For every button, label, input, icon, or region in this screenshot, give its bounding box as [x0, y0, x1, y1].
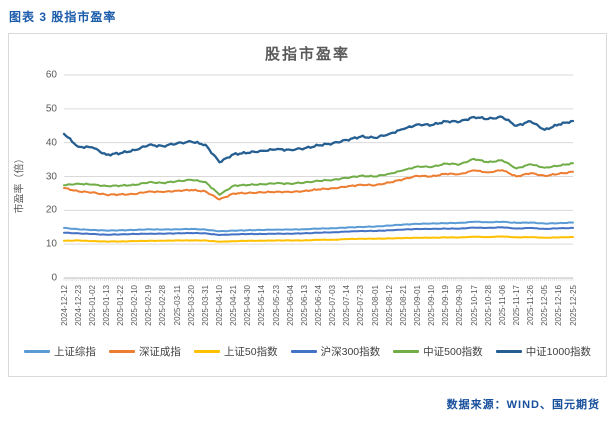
x-tick-label: 2025-01-02 — [87, 285, 97, 326]
x-tick-label: 2025-07-03 — [328, 285, 338, 326]
x-tick-label: 2025-07-23 — [356, 285, 366, 326]
legend-line-swatch — [193, 350, 220, 353]
legend-item-4: 沪深300指数 — [290, 344, 381, 359]
series-line-6 — [62, 115, 575, 164]
x-tick-label: 2025-09-10 — [427, 285, 437, 326]
x-tick-label: 2025-04-30 — [243, 285, 253, 326]
x-tick-label: 2025-11-06 — [497, 285, 507, 326]
series-line-5 — [63, 157, 574, 196]
x-tick-label: 2025-06-24 — [314, 285, 323, 326]
x-tick-label: 2025-12-05 — [540, 285, 550, 326]
data-source-note: 数据来源：WIND、国元期货 — [446, 399, 600, 411]
chart-legend: 上证综指 深证成指 上证50指数 沪深300指数 中证500指数 中证1000指数 — [9, 344, 606, 359]
x-tick-label: 2025-09-19 — [441, 285, 451, 326]
legend-label: 上证综指 — [53, 346, 96, 358]
y-tick-label: 50 — [45, 103, 57, 115]
legend-line-swatch — [290, 350, 317, 353]
y-tick-label: 20 — [45, 204, 57, 216]
legend-line-swatch — [108, 350, 135, 353]
legend-label: 上证50指数 — [223, 346, 278, 358]
x-tick-label: 2025-11-26 — [526, 285, 536, 326]
legend-line-swatch — [23, 350, 50, 353]
x-tick-label: 2025-07-14 — [342, 285, 352, 326]
x-tick-label: 2025-05-23 — [271, 285, 281, 326]
x-axis-minor-ticks — [63, 278, 574, 281]
y-tick-label: 60 — [45, 69, 57, 81]
x-tick-label: 2025-04-21 — [229, 285, 239, 326]
x-tick-label: 2025-08-21 — [398, 285, 408, 326]
x-tick-label: 2025-10-28 — [483, 285, 493, 326]
series-line-3 — [63, 235, 574, 243]
legend-line-swatch — [393, 350, 420, 353]
y-axis-title: 市盈率（倍） — [14, 153, 26, 214]
x-tick-label: 2025-11-17 — [511, 285, 521, 326]
x-tick-label: 2025-12-25 — [568, 285, 578, 326]
x-tick-label: 2025-05-14 — [257, 285, 267, 326]
legend-item-1: 上证综指 — [23, 344, 96, 359]
x-tick-label: 2025-01-13 — [101, 285, 111, 326]
x-tick-label: 2025-10-17 — [469, 285, 479, 326]
series-line-4 — [63, 226, 574, 236]
x-tick-label: 2025-06-13 — [299, 285, 309, 326]
plot-area — [62, 74, 575, 281]
x-tick-label: 2025-12-16 — [554, 285, 564, 326]
x-tick-label: 2025-08-12 — [384, 285, 394, 326]
chart-title: 股指市盈率 — [264, 46, 350, 63]
x-tick-label: 2025-09-30 — [455, 285, 465, 326]
x-tick-label: 2025-03-31 — [200, 285, 210, 326]
legend-label: 沪深300指数 — [320, 346, 381, 358]
x-tick-label: 2024-12-23 — [73, 285, 83, 326]
legend-item-2: 深证成指 — [108, 344, 181, 359]
x-tick-label: 2025-09-01 — [412, 285, 422, 326]
chart-container: 股指市盈率 0 10 20 30 40 50 60 市盈率（倍） 2024-12-12 202… — [8, 33, 607, 377]
legend-item-5: 中证500指数 — [393, 344, 483, 359]
legend-line-swatch — [495, 350, 522, 353]
x-tick-label: 2025-04-10 — [215, 285, 225, 326]
legend-item-3: 上证50指数 — [193, 344, 278, 359]
x-tick-label: 2025-03-20 — [186, 285, 196, 326]
x-tick-label: 2025-02-10 — [130, 285, 140, 326]
x-tick-label: 2024-12-12 — [59, 285, 69, 326]
legend-label: 深证成指 — [138, 346, 181, 358]
x-tick-label: 2025-01-22 — [116, 285, 126, 326]
series-line-2 — [63, 169, 574, 201]
x-tick-label: 2025-03-11 — [172, 285, 182, 326]
report-title: 图表 3 股指市盈率 — [9, 10, 117, 24]
y-tick-label: 30 — [45, 171, 57, 182]
y-tick-label: 10 — [45, 238, 57, 250]
series-line-1 — [63, 220, 574, 233]
y-tick-label: 40 — [45, 137, 57, 149]
legend-label: 中证1000指数 — [525, 346, 592, 358]
legend-label: 中证500指数 — [423, 346, 483, 358]
x-tick-label: 2025-02-28 — [158, 285, 168, 326]
x-tick-label: 2025-08-01 — [370, 285, 380, 326]
x-tick-label: 2025-06-04 — [285, 285, 295, 326]
legend-item-6: 中证1000指数 — [495, 344, 592, 359]
x-tick-label: 2025-02-19 — [144, 285, 154, 326]
y-tick-label: 0 — [51, 272, 57, 284]
